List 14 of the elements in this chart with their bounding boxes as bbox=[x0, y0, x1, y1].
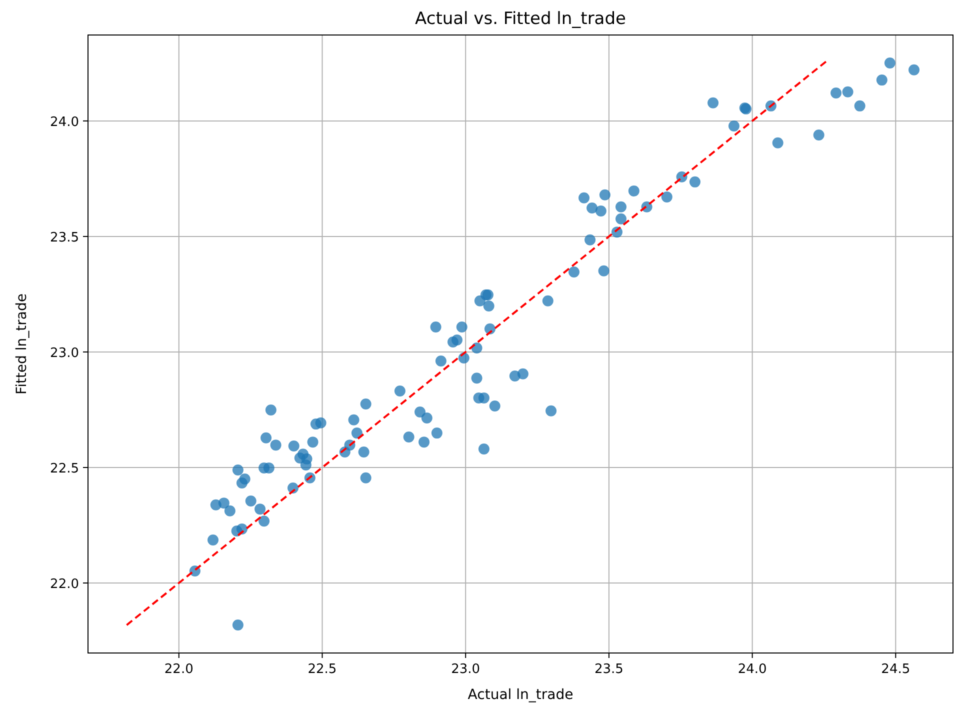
chart-title: Actual vs. Fitted ln_trade bbox=[415, 9, 626, 29]
x-tick-label: 23.5 bbox=[594, 662, 624, 677]
y-tick-label: 23.5 bbox=[50, 230, 79, 246]
x-axis-title: Actual ln_trade bbox=[468, 687, 574, 703]
y-tick-label: 24.0 bbox=[50, 114, 79, 130]
x-tick-label: 22.0 bbox=[164, 662, 194, 677]
x-tick-label: 24.5 bbox=[881, 662, 910, 677]
x-tick-label: 24.0 bbox=[738, 662, 767, 677]
y-tick-label: 22.5 bbox=[50, 461, 79, 476]
y-tick-label: 22.0 bbox=[50, 577, 79, 592]
y-axis-title: Fitted ln_trade bbox=[14, 294, 30, 394]
x-tick-label: 23.0 bbox=[451, 662, 480, 677]
y-tick-label: 23.0 bbox=[50, 346, 79, 361]
x-tick-label: 22.5 bbox=[308, 662, 337, 677]
